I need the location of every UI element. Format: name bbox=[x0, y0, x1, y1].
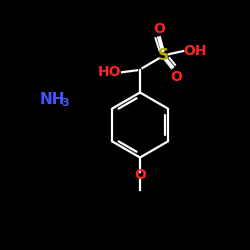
Text: OH: OH bbox=[183, 44, 207, 58]
Text: NH: NH bbox=[40, 92, 66, 108]
Text: O: O bbox=[170, 70, 182, 84]
Text: O: O bbox=[153, 22, 165, 36]
Text: HO: HO bbox=[98, 66, 121, 80]
Text: S: S bbox=[158, 48, 169, 62]
Text: O: O bbox=[134, 168, 146, 182]
Text: 3: 3 bbox=[61, 98, 69, 108]
